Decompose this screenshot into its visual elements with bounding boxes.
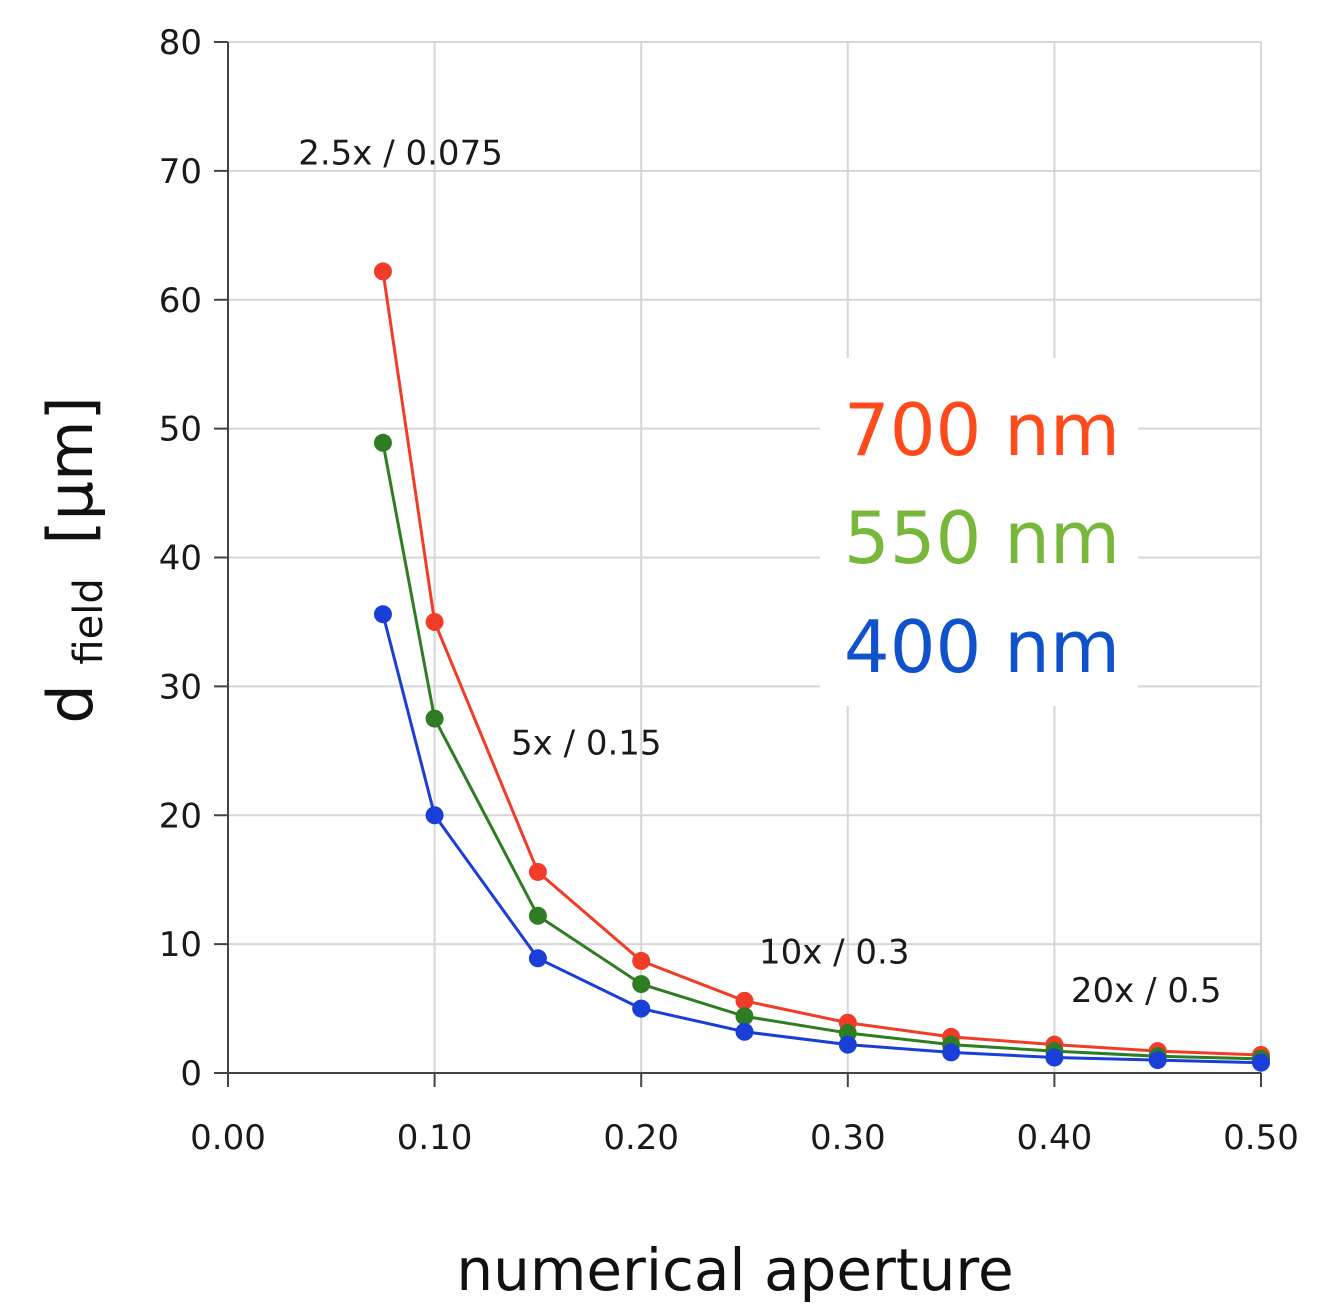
y-tick-label: 0 bbox=[180, 1054, 202, 1094]
data-point-400-nm bbox=[528, 949, 547, 968]
data-point-400-nm bbox=[425, 806, 444, 825]
x-tick-label: 0.00 bbox=[190, 1118, 266, 1158]
y-tick-labels: 0 10 20 30 40 50 60 70 80 bbox=[159, 23, 202, 1094]
data-point-550-nm bbox=[632, 975, 651, 994]
data-point-700-nm bbox=[425, 612, 444, 631]
y-axis-title-sub: field bbox=[66, 578, 112, 664]
data-point-550-nm bbox=[735, 1007, 754, 1026]
y-tick-label: 50 bbox=[159, 410, 202, 450]
legend: 700 nm 550 nm 400 nm bbox=[820, 358, 1138, 706]
x-tick-label: 0.50 bbox=[1223, 1118, 1299, 1158]
annotation-label: 20x / 0.5 bbox=[1071, 971, 1222, 1011]
data-point-400-nm bbox=[1045, 1048, 1064, 1067]
legend-entry: 550 nm bbox=[844, 496, 1120, 580]
x-tick-labels: 0.00 0.10 0.20 0.30 0.40 0.50 bbox=[190, 1118, 1299, 1158]
y-tick-label: 30 bbox=[159, 667, 202, 707]
data-point-400-nm bbox=[373, 605, 392, 624]
annotations: 2.5x / 0.075 5x / 0.15 10x / 0.3 20x / 0.5 bbox=[298, 133, 1221, 1011]
data-point-400-nm bbox=[838, 1035, 857, 1054]
y-axis-title-unit: [µm] bbox=[34, 396, 107, 544]
data-point-550-nm bbox=[528, 906, 547, 925]
x-tick-label: 0.30 bbox=[810, 1118, 886, 1158]
data-point-400-nm bbox=[735, 1022, 754, 1041]
x-tick-label: 0.40 bbox=[1017, 1118, 1093, 1158]
series-line-700-nm bbox=[381, 271, 1262, 1057]
y-tick-label: 20 bbox=[159, 796, 202, 836]
data-point-700-nm bbox=[373, 262, 392, 281]
x-tick-label: 0.10 bbox=[397, 1118, 473, 1158]
data-point-700-nm bbox=[632, 951, 651, 970]
y-axis-title-main: d bbox=[34, 684, 107, 723]
data-point-700-nm bbox=[735, 991, 754, 1010]
annotation-label: 2.5x / 0.075 bbox=[298, 133, 503, 173]
legend-box bbox=[820, 358, 1138, 706]
series-line-550-nm bbox=[381, 442, 1262, 1061]
data-point-550-nm bbox=[373, 433, 392, 452]
data-point-400-nm bbox=[1148, 1051, 1167, 1070]
annotation-label: 5x / 0.15 bbox=[511, 724, 662, 764]
data-point-400-nm bbox=[942, 1043, 961, 1062]
data-point-400-nm bbox=[632, 999, 651, 1018]
series-points bbox=[373, 262, 1270, 1072]
data-point-700-nm bbox=[528, 862, 547, 881]
x-tick-label: 0.20 bbox=[603, 1118, 679, 1158]
y-tick-label: 80 bbox=[159, 23, 202, 63]
series-line-400-nm bbox=[381, 613, 1262, 1065]
annotation-label: 10x / 0.3 bbox=[759, 932, 910, 972]
legend-entry: 700 nm bbox=[844, 388, 1120, 472]
data-point-550-nm bbox=[425, 709, 444, 728]
y-tick-label: 40 bbox=[159, 539, 202, 579]
x-axis-title: numerical aperture bbox=[456, 1236, 1013, 1304]
legend-entry: 400 nm bbox=[844, 605, 1120, 689]
y-tick-label: 70 bbox=[159, 152, 202, 192]
data-point-400-nm bbox=[1252, 1053, 1270, 1072]
axes bbox=[214, 41, 1262, 1087]
y-tick-label: 60 bbox=[159, 281, 202, 321]
series-lines bbox=[381, 271, 1262, 1065]
y-tick-label: 10 bbox=[159, 925, 202, 965]
y-axis-title: d field [µm] bbox=[34, 396, 117, 723]
